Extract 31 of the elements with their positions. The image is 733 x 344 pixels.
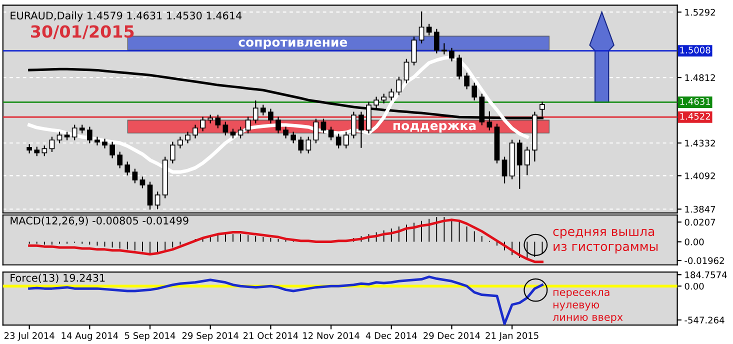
- x-tick-label: 21 Jan 2015: [486, 332, 538, 341]
- text: средняя вышла из гистограммы: [553, 228, 658, 254]
- y-tick-label: 1.4812: [685, 74, 715, 82]
- annotation: 30/01/2015: [31, 25, 134, 40]
- y-tick-label: 0.00: [684, 238, 704, 246]
- x-tick-label: 21 Oct 2014: [243, 332, 298, 340]
- y-tick-label: 184.7574: [685, 271, 727, 278]
- ref-line-label: 1.5008: [680, 46, 710, 54]
- y-tick-label: -0.01962: [684, 257, 724, 264]
- x-tick-label: 29 Sep 2014: [182, 332, 238, 341]
- ref-line-label: 1.4631: [680, 98, 710, 105]
- y-tick-label: 1.4332: [685, 140, 715, 147]
- x-tick-label: 5 Sep 2014: [124, 332, 176, 341]
- x-tick-label: 29 Dec 2014: [424, 332, 480, 340]
- band-label: поддержка: [393, 123, 476, 133]
- x-tick-label: 12 Nov 2014: [303, 332, 360, 340]
- x-tick-label: 14 Aug 2014: [62, 332, 118, 341]
- y-tick-label: 0.0207: [684, 218, 716, 226]
- annotation: EURAUD,Daily 1.4579 1.4631 1.4530 1.4614: [10, 11, 242, 22]
- text: пересекла нулевую линию вверх: [552, 290, 623, 323]
- y-tick-label: -547.264: [684, 316, 724, 324]
- annotation: Force(13) 19.2431: [10, 274, 105, 283]
- band-label: сопротивление: [238, 40, 348, 50]
- ref-line-label: 1.4522: [680, 112, 710, 120]
- x-tick-label: 4 Dec 2014: [366, 332, 417, 340]
- y-tick-label: 1.3847: [685, 206, 716, 213]
- y-tick-label: 0.00: [684, 282, 704, 290]
- annotation: MACD(12,26,9) -0.00805 -0.01499: [10, 216, 188, 226]
- x-tick-label: 23 Jul 2014: [4, 332, 54, 341]
- y-tick-label: 1.4092: [685, 172, 715, 180]
- y-tick-label: 1.5292: [685, 8, 715, 16]
